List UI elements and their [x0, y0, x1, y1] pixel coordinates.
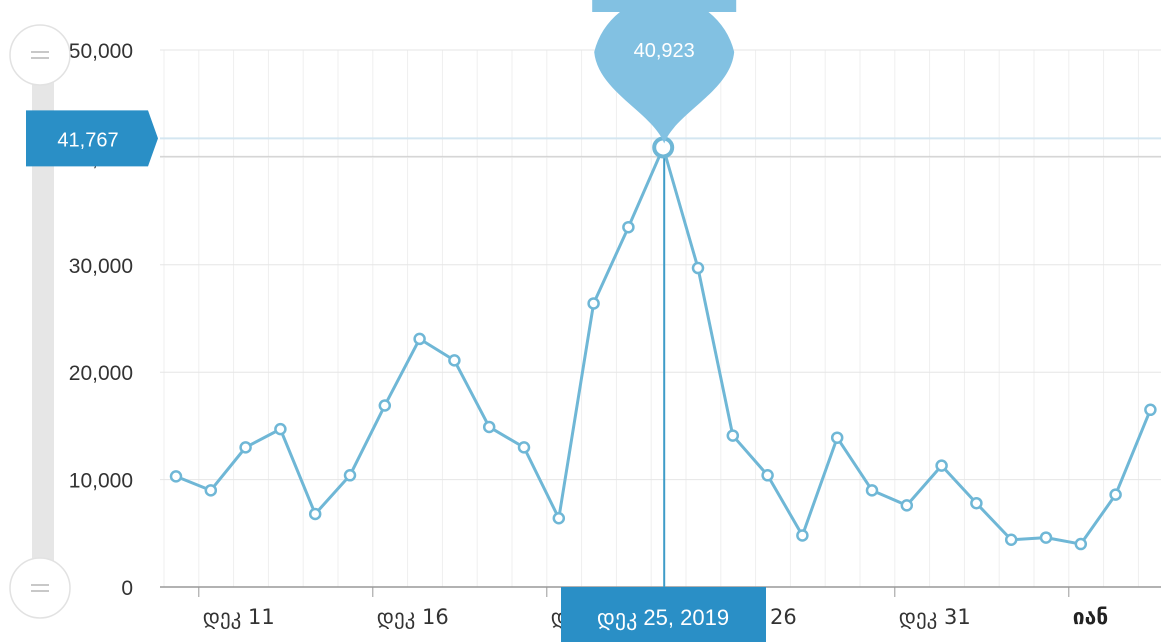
data-point[interactable] [482, 420, 496, 434]
x-tick-label: დეკ 31 [899, 605, 971, 629]
data-point[interactable] [970, 496, 983, 510]
data-point[interactable] [622, 220, 635, 234]
value-callout-balloon [594, 0, 735, 144]
y-tick-label: 0 [121, 577, 133, 600]
x-tick-label: დეკ 16 [377, 605, 449, 629]
y-cursor-label: 41,767 [57, 129, 118, 151]
range-navigator-handle-top[interactable] [9, 24, 71, 86]
data-point[interactable] [1144, 403, 1157, 417]
x-tick-label: იან [1073, 605, 1108, 629]
y-tick-label: 10,000 [69, 470, 133, 493]
series-layer [169, 136, 1157, 551]
data-point[interactable] [413, 332, 426, 346]
data-point[interactable] [796, 529, 809, 542]
data-point[interactable] [1074, 537, 1088, 551]
range-navigator-handle-bottom[interactable] [9, 557, 71, 619]
grid [160, 49, 1161, 588]
data-point[interactable] [1039, 531, 1053, 544]
overlay-layer: 40,923 41,767 დეკ 25, 2019 [9, 0, 766, 642]
data-point-highlighted[interactable] [652, 136, 675, 159]
data-point[interactable] [343, 469, 357, 482]
value-callout-label: 40,923 [634, 40, 695, 62]
value-callout-top [592, 0, 737, 12]
data-point[interactable] [726, 429, 740, 442]
y-tick-label: 50,000 [69, 40, 133, 63]
data-point[interactable] [935, 459, 948, 472]
y-tick-label: 30,000 [69, 255, 133, 278]
data-point[interactable] [204, 484, 218, 497]
x-tick-label: დეკ 11 [203, 605, 275, 629]
range-navigator-handle-bottom-circle[interactable] [9, 557, 71, 619]
data-point[interactable] [552, 512, 566, 525]
data-point[interactable] [1004, 533, 1018, 546]
data-point[interactable] [169, 470, 183, 483]
data-point[interactable] [900, 499, 914, 512]
data-point[interactable] [761, 469, 774, 482]
data-point[interactable] [830, 431, 844, 444]
x-cursor-label: დეკ 25, 2019 [597, 605, 729, 631]
data-point[interactable] [517, 441, 531, 454]
y-cursor-label-bg [26, 110, 158, 167]
data-point[interactable] [865, 484, 879, 497]
data-point[interactable] [587, 297, 600, 310]
data-point[interactable] [308, 507, 322, 521]
data-point[interactable] [448, 354, 461, 367]
range-navigator-handle-top-circle[interactable] [9, 24, 71, 86]
y-tick-label: 20,000 [69, 362, 133, 385]
data-point[interactable] [274, 422, 287, 436]
range-navigator-track[interactable] [32, 58, 54, 590]
crosshair [160, 137, 1161, 630]
data-point[interactable] [378, 399, 392, 412]
data-point[interactable] [691, 261, 705, 275]
data-point[interactable] [239, 441, 252, 454]
x-cursor-label-bg [561, 587, 766, 642]
data-point[interactable] [1109, 488, 1122, 501]
